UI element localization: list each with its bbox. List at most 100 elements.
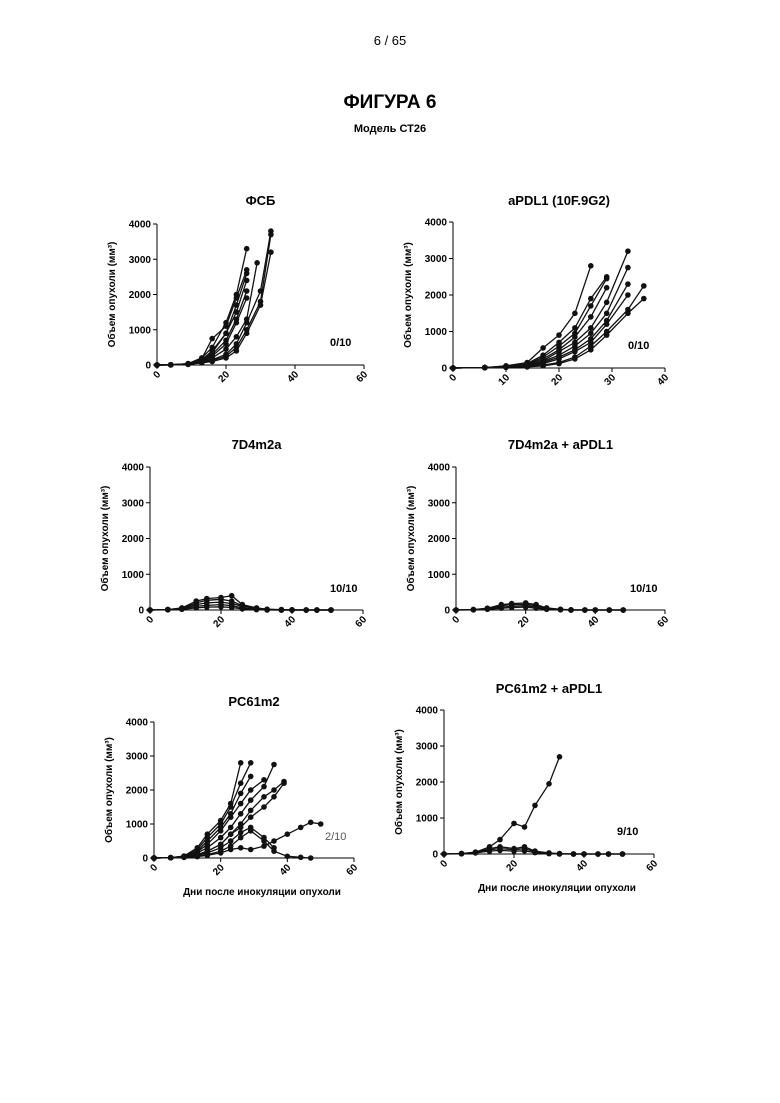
y-axis-label: Объем опухоли (мм³) — [393, 729, 405, 835]
data-point — [223, 355, 229, 361]
data-point — [441, 851, 447, 857]
data-point — [147, 607, 153, 613]
responder-ratio-label: 0/10 — [330, 337, 351, 349]
data-point — [238, 811, 244, 817]
data-point — [229, 593, 235, 599]
data-point — [557, 851, 563, 857]
data-point — [533, 605, 539, 611]
data-point — [154, 362, 160, 368]
data-point — [588, 347, 594, 353]
data-point — [641, 283, 647, 289]
y-tick-label: 1000 — [129, 325, 152, 336]
data-point — [588, 296, 594, 302]
data-point — [228, 831, 234, 837]
data-point — [185, 362, 191, 368]
data-point — [625, 248, 631, 254]
x-tick-label: 60 — [644, 858, 660, 874]
responder-ratio-label: 9/10 — [617, 826, 638, 838]
x-tick-label: 0 — [151, 369, 163, 381]
x-tick-label: 20 — [216, 369, 232, 385]
x-tick-label: 60 — [655, 614, 671, 630]
chart-panel-3: 7D4m2a010002000300040000204060Объем опух… — [99, 437, 369, 630]
y-tick-label: 4000 — [428, 463, 451, 474]
y-tick-label: 4000 — [425, 218, 448, 229]
chart-title: ФСБ — [246, 193, 276, 208]
y-tick-label: 2000 — [425, 291, 448, 302]
data-point — [568, 607, 574, 613]
y-tick-label: 0 — [432, 850, 438, 861]
y-tick-label: 0 — [441, 364, 447, 375]
data-point — [238, 760, 244, 766]
data-point — [254, 260, 260, 266]
data-point — [328, 607, 334, 613]
data-point — [298, 825, 304, 831]
data-point — [308, 820, 314, 826]
y-tick-label: 3000 — [416, 742, 439, 753]
data-point — [209, 355, 215, 361]
y-tick-label: 0 — [138, 606, 144, 617]
x-tick-label: 20 — [516, 614, 532, 630]
data-point — [625, 311, 631, 317]
data-point — [234, 320, 240, 326]
y-axis-label: Объем опухоли (мм³) — [106, 242, 118, 348]
responder-ratio-label: 10/10 — [630, 583, 658, 595]
data-point — [509, 605, 515, 611]
data-point — [218, 850, 224, 856]
data-point — [238, 825, 244, 831]
data-point — [572, 356, 578, 362]
x-tick-label: 0 — [438, 858, 450, 870]
data-point — [261, 843, 267, 849]
data-point — [261, 804, 267, 810]
x-tick-label: 0 — [447, 372, 459, 384]
data-point — [540, 345, 546, 351]
x-tick-label: 40 — [282, 614, 298, 630]
data-point — [223, 346, 229, 352]
data-point — [604, 276, 610, 282]
data-point — [234, 295, 240, 301]
data-point — [258, 302, 264, 308]
data-point — [168, 362, 174, 368]
data-point — [511, 848, 517, 854]
x-tick-label: 60 — [353, 614, 369, 630]
data-point — [234, 348, 240, 354]
data-point — [557, 754, 563, 760]
data-point — [497, 837, 503, 843]
data-point — [228, 838, 234, 844]
data-point — [620, 851, 626, 857]
y-tick-label: 3000 — [126, 752, 149, 763]
data-point — [595, 851, 601, 857]
chart-panel-6: PC61m2 + aPDL1010002000300040000204060Об… — [393, 681, 660, 894]
data-point — [238, 801, 244, 807]
data-point — [195, 854, 201, 860]
y-tick-label: 0 — [145, 361, 151, 372]
data-point — [588, 331, 594, 337]
y-tick-label: 1000 — [428, 570, 451, 581]
data-point — [606, 851, 612, 857]
data-point — [168, 855, 174, 861]
data-point — [604, 311, 610, 317]
data-point — [546, 851, 552, 857]
y-axis-label: Объем опухоли (мм³) — [99, 486, 111, 592]
data-point — [228, 847, 234, 853]
series-line-3 — [154, 776, 251, 858]
data-point — [285, 854, 291, 860]
data-point — [482, 365, 488, 371]
y-axis-label: Объем опухоли (мм³) — [405, 486, 417, 592]
x-tick-label: 20 — [211, 614, 227, 630]
data-point — [238, 835, 244, 841]
data-point — [193, 605, 199, 611]
responder-ratio-label: 0/10 — [628, 340, 649, 352]
chart-title: PC61m2 — [228, 694, 279, 709]
series-line-4 — [453, 288, 607, 368]
data-point — [264, 607, 270, 613]
chart-panel-2: aPDL1 (10F.9G2)0100020003000400001020304… — [402, 193, 671, 388]
data-point — [238, 830, 244, 836]
y-tick-label: 4000 — [126, 718, 149, 729]
series-line-5 — [154, 765, 274, 859]
data-point — [604, 321, 610, 327]
data-point — [499, 605, 505, 611]
data-point — [268, 232, 274, 238]
x-tick-label: 0 — [144, 614, 156, 626]
data-point — [289, 607, 295, 613]
chart-panel-4: 7D4m2a + aPDL1010002000300040000204060Об… — [405, 437, 671, 630]
